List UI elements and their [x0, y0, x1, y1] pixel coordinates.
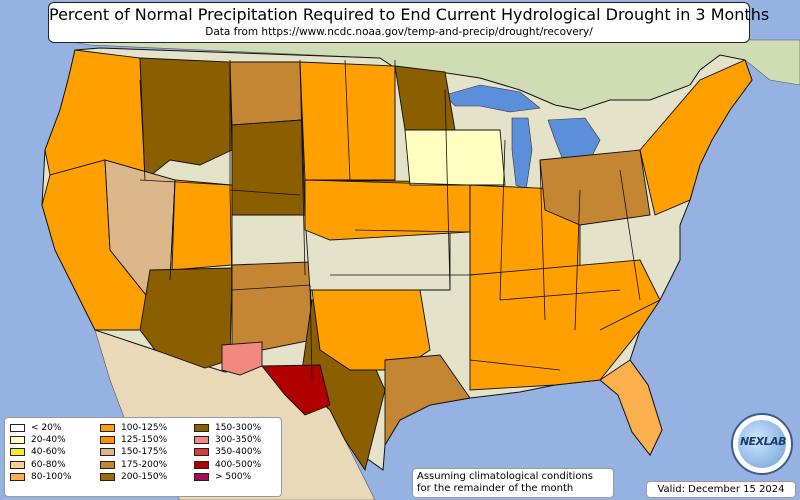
legend-label: 80-100%: [31, 471, 72, 482]
legend-label: < 20%: [31, 423, 62, 434]
legend-item: 20-40%: [10, 434, 71, 446]
region-upper-midwest-light: [404, 129, 506, 186]
legend: < 20% 20-40% 40-60% 60-80% 80-100% 100-1…: [4, 417, 282, 497]
region-montana-east: [229, 61, 303, 126]
globe-icon: [738, 420, 786, 468]
legend-swatch: [100, 448, 115, 457]
legend-swatch: [100, 436, 115, 445]
legend-swatch: [194, 472, 209, 481]
legend-column-3: 150-300% 300-350% 350-400% 400-500% > 50…: [194, 422, 261, 483]
logo-text: NEXLAB: [739, 435, 787, 448]
legend-label: 150-175%: [121, 447, 168, 458]
legend-label: 150-300%: [215, 423, 262, 434]
title-box: Percent of Normal Precipitation Required…: [48, 2, 770, 43]
region-southeast: [469, 259, 661, 391]
legend-item: 400-500%: [194, 459, 261, 471]
legend-item: 200-150%: [100, 471, 167, 483]
legend-label: 100-125%: [121, 423, 168, 434]
legend-item: 125-150%: [100, 434, 167, 446]
legend-label: 200-150%: [121, 471, 168, 482]
nexlab-globe-logo-icon: NEXLAB: [731, 413, 793, 475]
legend-label: 125-150%: [121, 435, 168, 446]
legend-label: 400-500%: [215, 459, 262, 470]
legend-item: 150-175%: [100, 446, 167, 458]
region-new-mexico: [231, 261, 313, 351]
region-ohio-pennsylvania: [539, 149, 651, 226]
legend-swatch: [194, 448, 209, 457]
region-florida-panhandle: [599, 359, 663, 456]
legend-label: 40-60%: [31, 447, 66, 458]
legend-item: 150-300%: [194, 422, 261, 434]
legend-column-2: 100-125% 125-150% 150-175% 175-200% 200-…: [100, 422, 167, 483]
legend-item: 350-400%: [194, 446, 261, 458]
map-title: Percent of Normal Precipitation Required…: [49, 5, 770, 24]
legend-label: 175-200%: [121, 459, 168, 470]
legend-label: 300-350%: [215, 435, 262, 446]
legend-item: 300-350%: [194, 434, 261, 446]
legend-label: 20-40%: [31, 435, 66, 446]
region-utah-arizona-north: [171, 179, 233, 271]
region-big-bend-texas: [261, 364, 331, 416]
legend-swatch: [100, 424, 115, 433]
state-borders: [104, 59, 661, 381]
legend-swatch: [10, 448, 25, 457]
legend-item: 100-125%: [100, 422, 167, 434]
lake-superior: [444, 84, 541, 113]
note-line-1: Assuming climatological conditions: [417, 471, 593, 482]
legend-item: < 20%: [10, 422, 71, 434]
legend-swatch: [100, 472, 115, 481]
map-subtitle: Data from https://www.ncdc.noaa.gov/temp…: [205, 26, 593, 38]
legend-item: > 500%: [194, 471, 261, 483]
note-line-2: for the remainder of the month: [417, 483, 574, 494]
region-wyoming-colorado: [231, 119, 306, 216]
legend-swatch: [194, 424, 209, 433]
legend-swatch: [10, 472, 25, 481]
legend-item: 60-80%: [10, 459, 71, 471]
assumption-note: Assuming climatological conditions for t…: [412, 468, 614, 498]
legend-swatch: [194, 460, 209, 469]
legend-swatch: [194, 436, 209, 445]
legend-label: 350-400%: [215, 447, 262, 458]
legend-item: 175-200%: [100, 459, 167, 471]
region-southwest-new-mexico: [221, 341, 263, 376]
valid-date-label: Valid: December 15 2024: [646, 481, 796, 498]
legend-column-1: < 20% 20-40% 40-60% 60-80% 80-100%: [10, 422, 71, 483]
legend-swatch: [10, 436, 25, 445]
legend-swatch: [100, 460, 115, 469]
region-new-england: [639, 59, 753, 216]
region-kansas-nebraska: [304, 179, 471, 241]
region-texas-gulf: [384, 354, 471, 447]
legend-label: > 500%: [215, 471, 252, 482]
legend-item: 80-100%: [10, 471, 71, 483]
legend-label: 60-80%: [31, 459, 66, 470]
legend-swatch: [10, 424, 25, 433]
drought-regions: [41, 49, 753, 472]
legend-item: 40-60%: [10, 446, 71, 458]
legend-swatch: [10, 460, 25, 469]
